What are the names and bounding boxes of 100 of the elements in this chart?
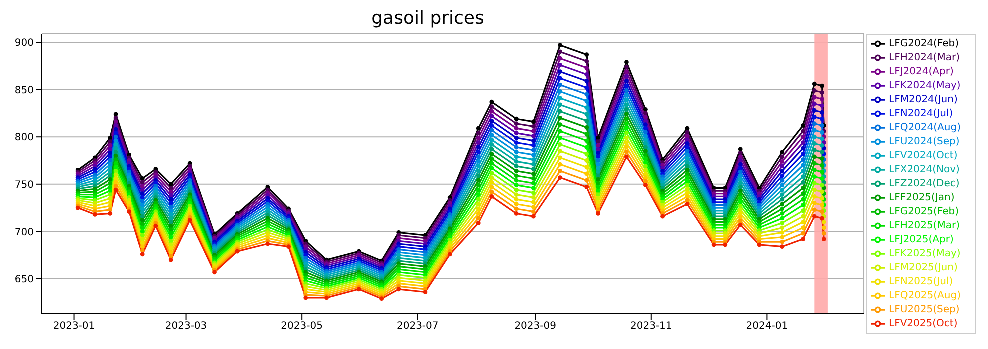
point — [140, 192, 145, 196]
point — [108, 188, 113, 194]
point — [801, 146, 806, 151]
point — [168, 212, 174, 217]
point — [643, 183, 648, 188]
point — [624, 102, 629, 108]
point — [812, 174, 817, 180]
point — [114, 168, 118, 174]
point — [476, 145, 481, 150]
point — [490, 185, 494, 190]
point — [140, 237, 145, 242]
point — [780, 150, 785, 154]
point — [685, 126, 690, 131]
point — [140, 248, 145, 253]
point — [490, 142, 494, 147]
x-tick-label: 2024-01 — [746, 321, 788, 332]
point — [514, 212, 519, 216]
point — [108, 196, 113, 201]
point — [812, 142, 817, 146]
y-tick-label: 650 — [14, 274, 34, 286]
point — [685, 152, 690, 158]
point — [820, 84, 824, 88]
point — [558, 43, 562, 48]
point — [304, 296, 308, 300]
point — [643, 160, 648, 165]
point — [801, 158, 806, 162]
legend-label: LFQ2025(Aug) — [889, 290, 961, 302]
point — [476, 197, 481, 202]
point — [584, 152, 590, 156]
point — [584, 138, 590, 144]
point — [188, 218, 192, 223]
point — [514, 197, 519, 202]
point — [812, 102, 817, 106]
point — [140, 195, 145, 200]
point — [643, 134, 648, 138]
point — [531, 181, 536, 186]
point — [643, 126, 648, 131]
point — [531, 138, 536, 144]
point — [558, 176, 562, 180]
point — [558, 109, 562, 114]
point — [738, 177, 743, 182]
point — [514, 116, 519, 122]
point — [812, 181, 817, 186]
point — [643, 152, 648, 158]
legend-label: LFN2024(Jul) — [889, 108, 954, 120]
point — [490, 194, 494, 199]
legend-label: LFG2025(Feb) — [889, 206, 960, 218]
point — [108, 177, 113, 182]
point — [476, 216, 481, 221]
point — [476, 136, 481, 140]
point — [476, 206, 481, 212]
point — [114, 116, 118, 120]
point — [168, 246, 174, 251]
point — [643, 168, 648, 172]
point — [584, 66, 590, 70]
point — [558, 168, 562, 174]
point — [490, 147, 494, 152]
point — [168, 235, 174, 240]
point — [584, 178, 590, 183]
point — [596, 136, 600, 140]
point — [812, 194, 817, 199]
point — [531, 210, 536, 214]
point — [531, 186, 536, 190]
point — [780, 206, 785, 212]
point — [685, 149, 690, 154]
point — [514, 150, 519, 154]
point — [738, 158, 743, 163]
point — [584, 158, 590, 163]
point — [801, 197, 806, 202]
point — [514, 192, 519, 198]
point — [448, 252, 452, 257]
point — [108, 150, 113, 156]
legend-label: LFX2024(Nov) — [889, 164, 960, 176]
point — [558, 76, 562, 81]
legend-label: LFQ2024(Aug) — [889, 122, 961, 134]
point — [558, 90, 562, 94]
point — [476, 212, 481, 216]
point — [108, 140, 113, 144]
point — [780, 202, 785, 206]
point — [812, 208, 817, 212]
point — [596, 196, 600, 201]
point — [531, 120, 536, 124]
point — [801, 220, 806, 224]
point — [643, 156, 648, 162]
point — [531, 152, 536, 158]
point — [801, 168, 806, 174]
point — [780, 188, 785, 192]
point — [108, 200, 113, 205]
point — [596, 143, 600, 148]
point — [643, 130, 648, 135]
point — [801, 134, 806, 140]
point — [685, 142, 690, 146]
point — [558, 162, 562, 167]
point — [114, 184, 118, 188]
point — [624, 88, 629, 93]
point — [476, 188, 481, 192]
point — [531, 143, 536, 148]
point — [820, 97, 824, 102]
point — [801, 237, 806, 242]
point — [643, 115, 648, 120]
